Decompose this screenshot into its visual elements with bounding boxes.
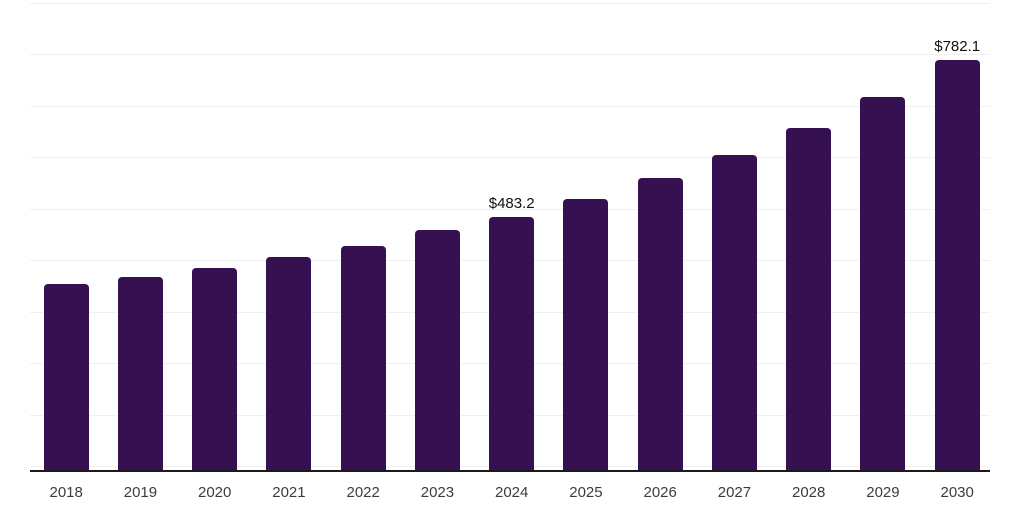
- bar-2030: [934, 60, 980, 471]
- x-tick-label-2026: 2026: [643, 484, 677, 501]
- x-axis-line: [30, 470, 990, 472]
- x-tick-label-2027: 2027: [717, 484, 752, 501]
- x-tick-label-2030: 2030: [940, 484, 974, 501]
- bar-2021: [266, 257, 312, 471]
- x-tick-label-2029: 2029: [866, 484, 900, 501]
- bar-2018: [43, 284, 89, 471]
- data-label-2024: $483.2: [488, 195, 535, 212]
- x-tick-label-2024: 2024: [495, 484, 529, 501]
- bar-2020: [192, 268, 238, 471]
- gridline: [30, 208, 990, 210]
- data-label-2030: $782.1: [934, 38, 981, 55]
- plot-area: $483.2 $782.1: [30, 0, 990, 472]
- bar-2019: [117, 277, 163, 471]
- bar-2029: [860, 97, 906, 471]
- bar-2024: [489, 217, 535, 471]
- gridline: [30, 105, 990, 107]
- x-tick-label-2021: 2021: [272, 484, 306, 501]
- bar-2027: [711, 155, 757, 471]
- x-tick-label-2019: 2019: [123, 484, 158, 501]
- gridline: [30, 54, 990, 56]
- x-tick-label-2028: 2028: [792, 484, 826, 501]
- bar-2025: [563, 199, 609, 471]
- x-tick-label-2022: 2022: [346, 484, 380, 501]
- x-tick-label-2018: 2018: [49, 484, 83, 501]
- x-tick-label-2020: 2020: [198, 484, 232, 501]
- bar-2023: [414, 230, 460, 471]
- gridline: [30, 157, 990, 159]
- x-tick-label-2023: 2023: [420, 484, 455, 501]
- x-tick-label-2025: 2025: [569, 484, 603, 501]
- bar-2028: [786, 128, 832, 471]
- bar-2026: [637, 178, 683, 471]
- bar-2022: [340, 246, 386, 471]
- gridline: [30, 3, 990, 4]
